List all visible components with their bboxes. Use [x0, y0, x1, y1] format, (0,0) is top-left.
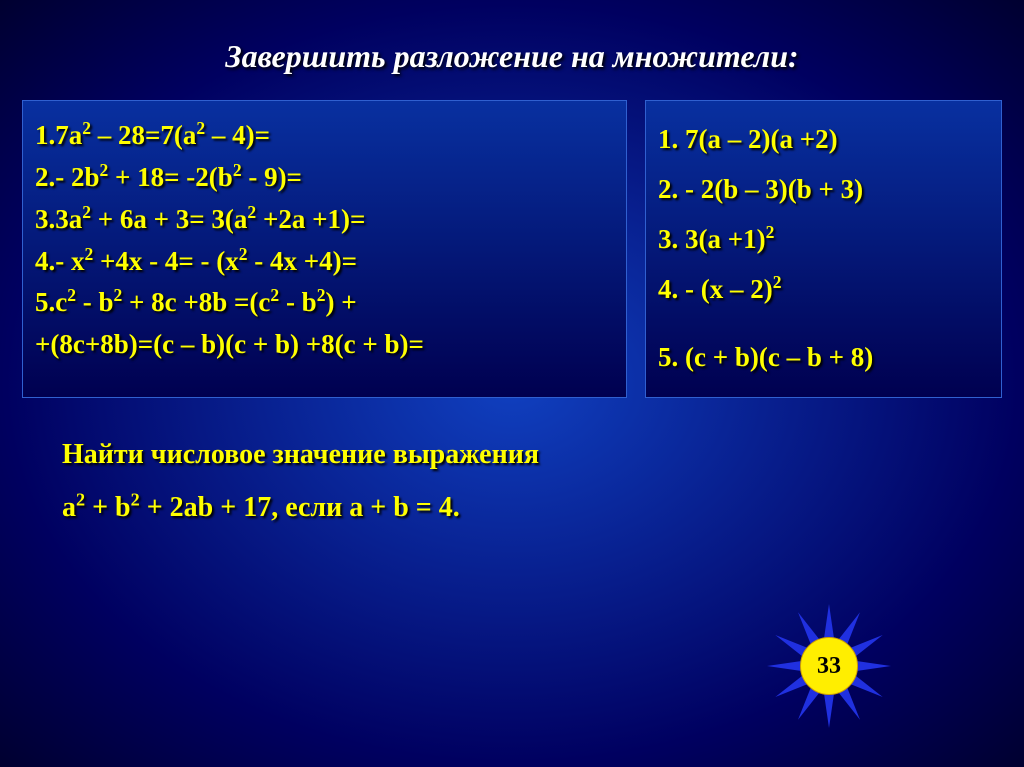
equation-line: 1.7a2 – 28=7(a2 – 4)=: [35, 115, 614, 157]
bottom-line-1: Найти числовое значение выражения: [62, 428, 1024, 481]
sun-badge: 33: [764, 601, 894, 731]
equation-line: 3.3a2 + 6a + 3= 3(a2 +2a +1)=: [35, 199, 614, 241]
left-equation-box: 1.7a2 – 28=7(a2 – 4)= 2.- 2b2 + 18= -2(b…: [22, 100, 627, 398]
content-row: 1.7a2 – 28=7(a2 – 4)= 2.- 2b2 + 18= -2(b…: [0, 100, 1024, 398]
bottom-task: Найти числовое значение выражения a2 + b…: [0, 398, 1024, 534]
answer-line: 1. 7(a – 2)(a +2): [658, 115, 989, 165]
right-answer-box: 1. 7(a – 2)(a +2) 2. - 2(b – 3)(b + 3) 3…: [645, 100, 1002, 398]
answer-line: 3. 3(a +1)2: [658, 215, 989, 265]
answer-line: 4. - (x – 2)2: [658, 265, 989, 315]
equation-line: 4.- x2 +4x - 4= - (x2 - 4x +4)=: [35, 241, 614, 283]
equation-line: 5.c2 - b2 + 8c +8b =(c2 - b2) +: [35, 282, 614, 324]
answer-line: 2. - 2(b – 3)(b + 3): [658, 165, 989, 215]
bottom-line-2: a2 + b2 + 2ab + 17, если a + b = 4.: [62, 481, 1024, 534]
answer-line: 5. (c + b)(c – b + 8): [658, 333, 989, 383]
equation-line: 2.- 2b2 + 18= -2(b2 - 9)=: [35, 157, 614, 199]
equation-line: +(8c+8b)=(c – b)(c + b) +8(c + b)=: [35, 324, 614, 366]
sun-center: 33: [800, 637, 858, 695]
slide-title: Завершить разложение на множители:: [0, 0, 1024, 100]
